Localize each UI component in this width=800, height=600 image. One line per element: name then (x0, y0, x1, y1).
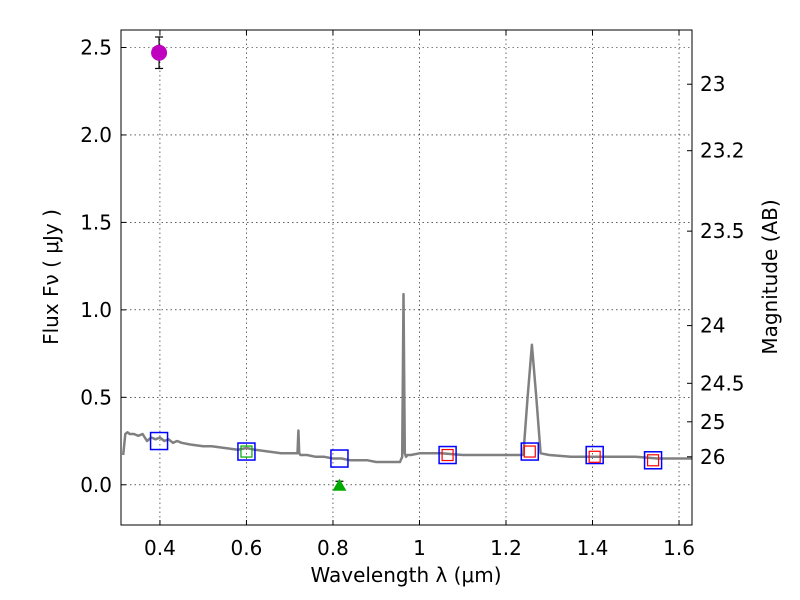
right-tick-label: 25 (700, 410, 725, 434)
x-tick-label: 0.4 (144, 536, 176, 560)
x-tick-label: 1.4 (577, 536, 609, 560)
right-tick-label: 23.2 (700, 139, 745, 163)
axis-ticks: 0.4 0.6 0.8 1 1.2 1.4 1.6 0.0 0.5 1.0 1.5 2.0 2.5 23 2… (80, 30, 745, 560)
observed-photometry-point (646, 454, 660, 467)
detection-point (332, 478, 347, 491)
observed-photometry-point (523, 445, 536, 458)
y-tick-label: 0.0 (80, 473, 112, 497)
right-tick-label: 23.5 (700, 219, 745, 243)
observed-photometry-point (240, 445, 253, 458)
observed-photometry-point (588, 450, 601, 463)
y-axis-title: Flux Fν ( μJy ) (39, 209, 63, 345)
model-photometry-point (643, 451, 663, 470)
y-tick-label: 1.5 (80, 210, 112, 234)
right-axis-title: Magnitude (AB) (758, 199, 782, 354)
grid-lines (121, 30, 692, 525)
y-tick-label: 0.5 (80, 385, 112, 409)
right-tick-label: 26 (700, 445, 725, 469)
model-photometry-point (520, 442, 540, 461)
y-tick-label: 1.0 (80, 298, 112, 322)
x-tick-label: 1.6 (663, 536, 695, 560)
data-marks (121, 36, 692, 491)
right-tick-label: 24.5 (700, 371, 745, 395)
plot-frame (120, 29, 693, 526)
x-tick-label: 0.6 (231, 536, 263, 560)
observed-photometry-point (441, 448, 454, 462)
x-tick-label: 1.2 (490, 536, 522, 560)
x-tick-label: 1 (413, 536, 426, 560)
y-tick-label: 2.5 (80, 35, 112, 59)
x-axis-title: Wavelength λ (μm) (310, 563, 501, 587)
detection-point (151, 44, 168, 61)
model-photometry-point (237, 442, 256, 461)
model-photometry-point (330, 449, 349, 468)
x-tick-label: 0.8 (317, 536, 349, 560)
model-photometry-point (585, 445, 604, 465)
right-tick-label: 24 (700, 314, 725, 338)
right-tick-label: 23 (700, 72, 725, 96)
sed-model-line (121, 292, 692, 464)
model-photometry-point (438, 445, 457, 465)
y-tick-label: 2.0 (80, 123, 112, 147)
model-photometry-point (149, 431, 169, 451)
